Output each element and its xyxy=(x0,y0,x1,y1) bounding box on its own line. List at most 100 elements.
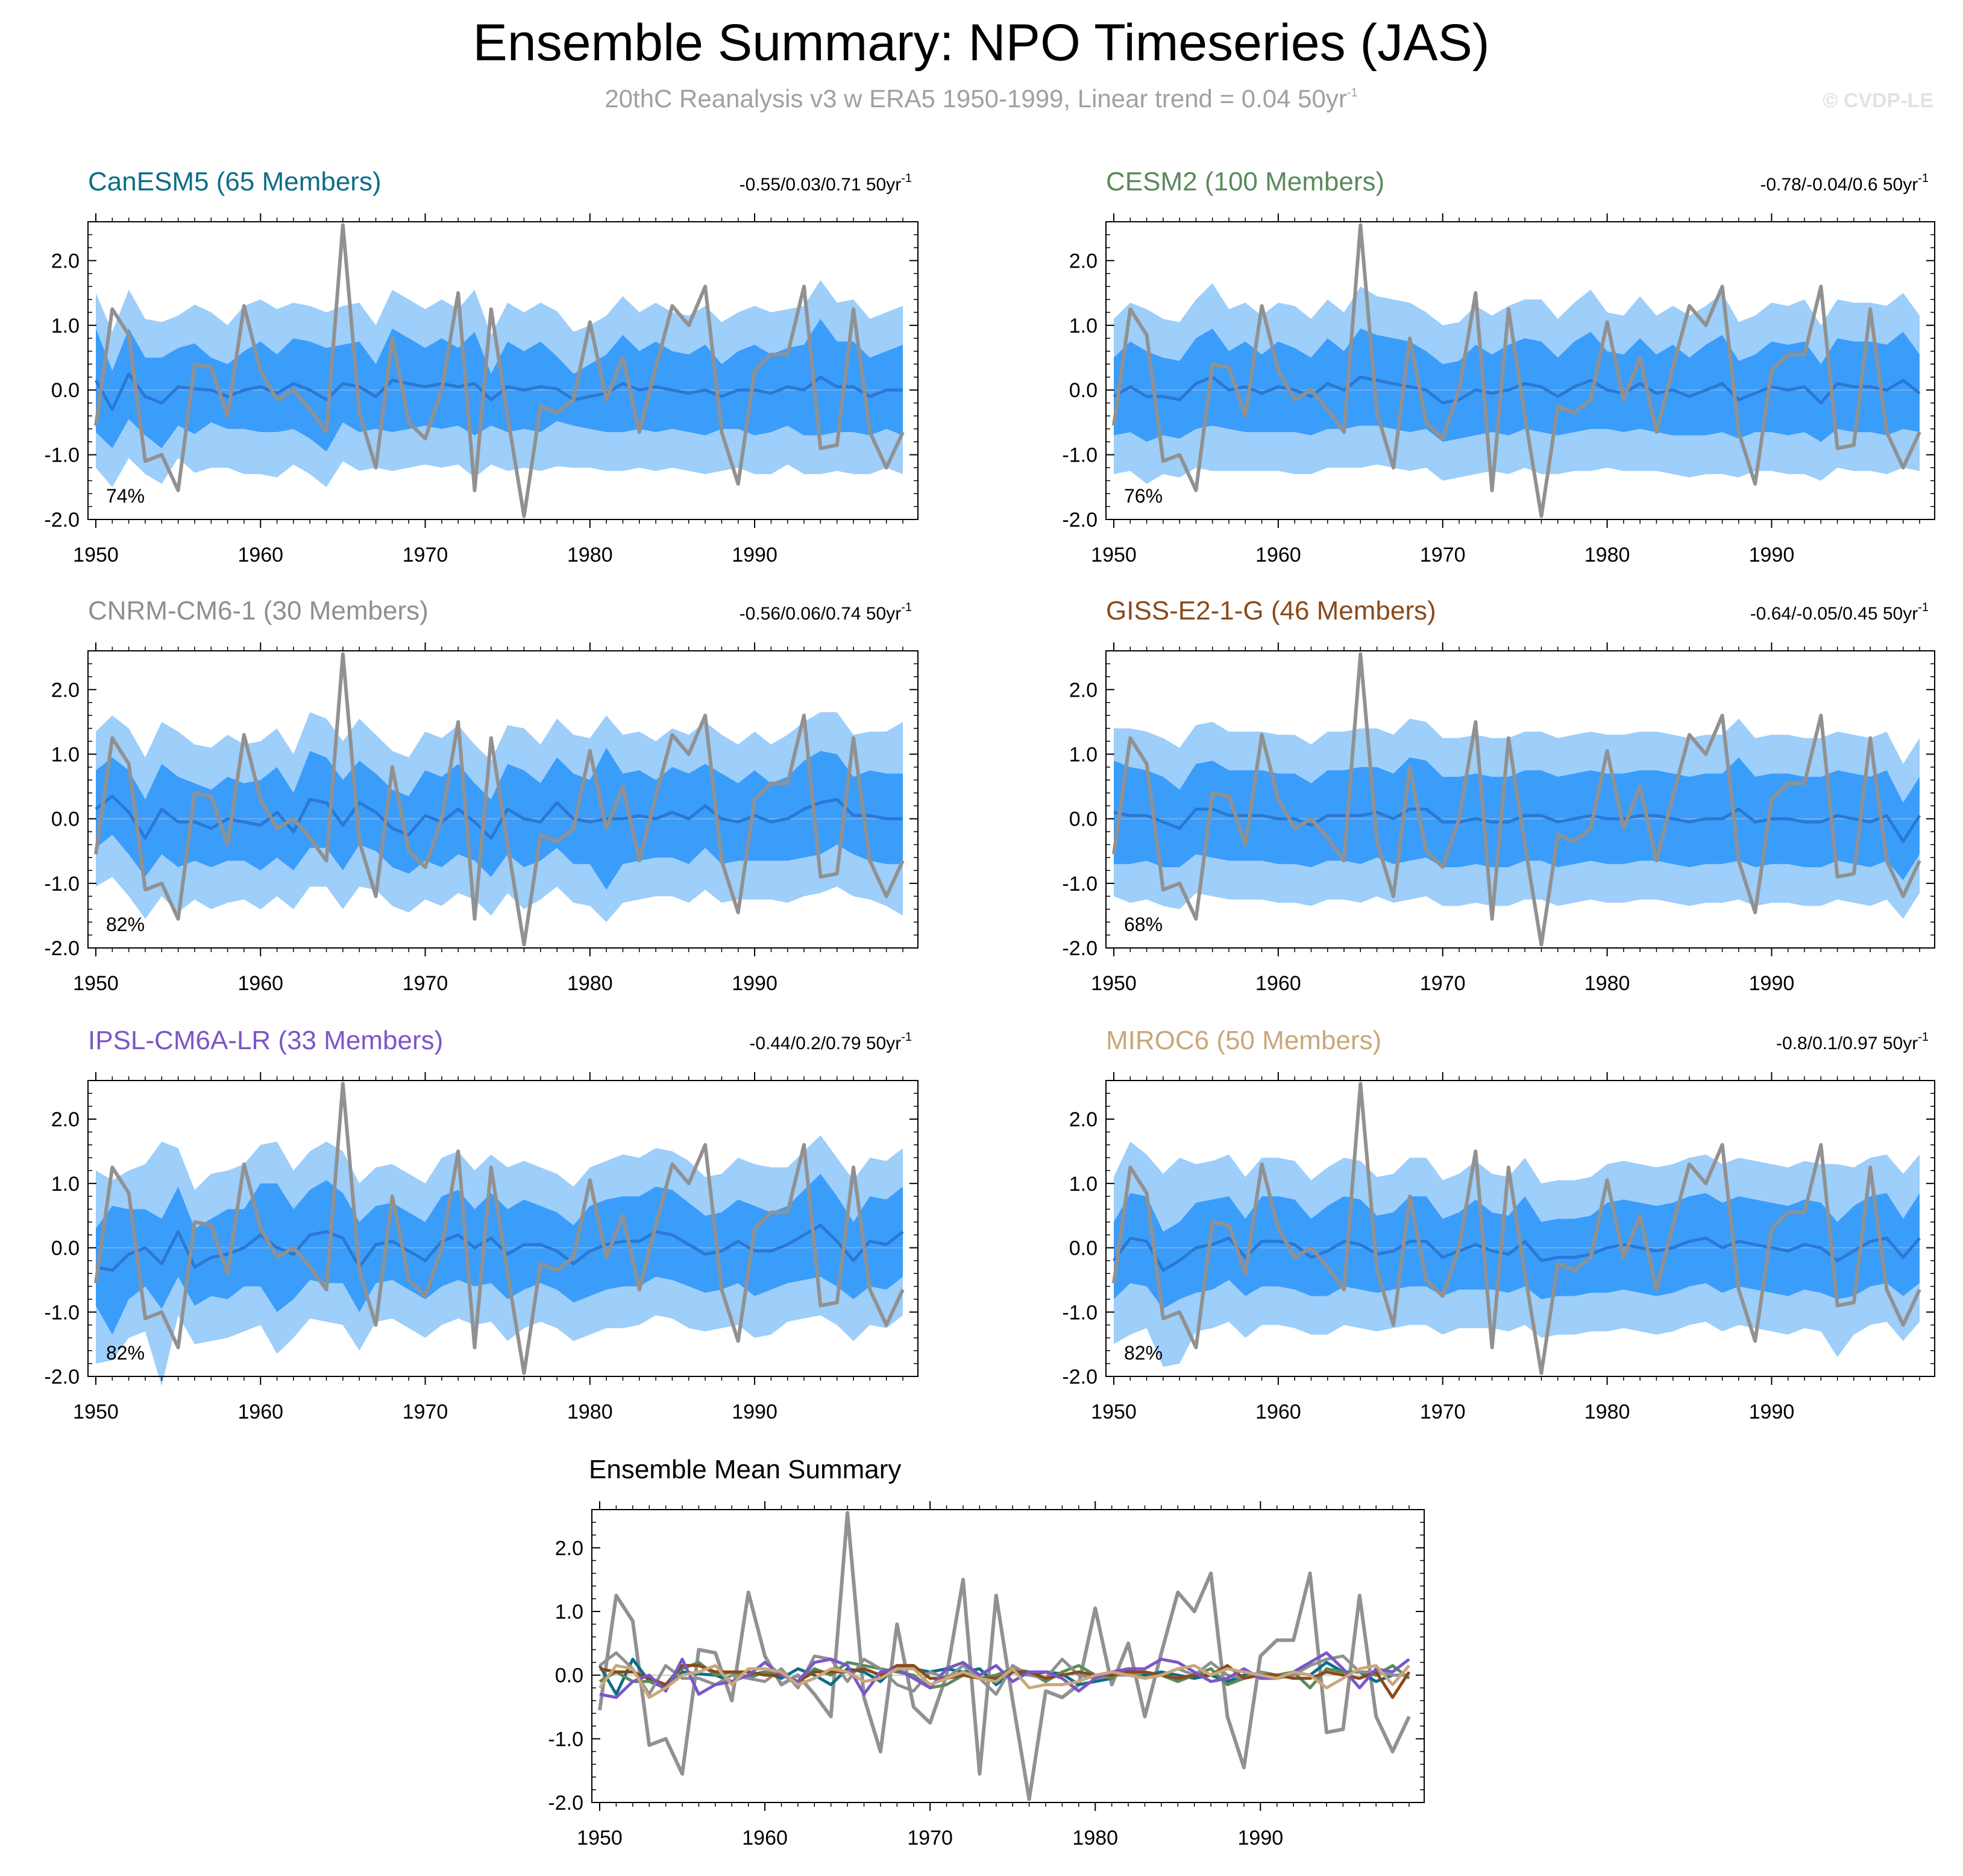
y-tick-label: -1.0 xyxy=(44,873,80,896)
percent-label: 68% xyxy=(1124,914,1163,935)
panel-miroc6: 2.0 1.0 0.0 -1.0 -2.0 1950 1960 1970 1980 1990 MIR… xyxy=(1062,1026,1935,1423)
y-tick-label: 0.0 xyxy=(51,808,80,831)
inner-spread-band xyxy=(96,1173,903,1335)
panel-title: Ensemble Mean Summary xyxy=(589,1455,901,1484)
x-tick-label: 1960 xyxy=(237,544,283,566)
panel-cnrm: 2.0 1.0 0.0 -1.0 -2.0 1950 1960 1970 1980 1990 CNR… xyxy=(44,596,919,995)
inner-spread-band xyxy=(1114,1193,1920,1309)
y-tick-label: 1.0 xyxy=(1069,1173,1098,1196)
y-tick-label: 0.0 xyxy=(1069,379,1098,402)
x-tick-label: 1990 xyxy=(1749,544,1795,566)
panel-title: CESM2 (100 Members) xyxy=(1106,167,1384,196)
observation-line xyxy=(1112,223,1921,518)
y-tick-label: 0.0 xyxy=(51,1237,80,1260)
panel-title: CanESM5 (65 Members) xyxy=(88,167,382,196)
plot-frame xyxy=(1105,221,1935,520)
y-tick-label: -1.0 xyxy=(1062,873,1098,896)
x-tick-label: 1970 xyxy=(403,972,448,995)
x-tick-label: 1990 xyxy=(732,1401,777,1423)
plot-frame xyxy=(87,1080,919,1377)
x-tick-label: 1980 xyxy=(1585,972,1630,995)
y-tick-label: -2.0 xyxy=(1062,1366,1098,1388)
panel-mean-summary: 2.0 1.0 0.0 -1.0 -2.0 1950 1960 1970 1980 1990 Ens… xyxy=(548,1455,1425,1849)
percent-label: 74% xyxy=(106,485,145,507)
x-tick-label: 1960 xyxy=(237,972,283,995)
y-tick-label: 2.0 xyxy=(51,679,80,701)
x-tick-label: 1950 xyxy=(577,1827,623,1849)
y-tick-label: 0.0 xyxy=(1069,1237,1098,1260)
y-tick-label: 1.0 xyxy=(555,1601,583,1623)
y-tick-label: -2.0 xyxy=(548,1792,583,1815)
y-tick-label: 1.0 xyxy=(1069,743,1098,766)
x-tick-label: 1990 xyxy=(1238,1827,1284,1849)
y-tick-label: 0.0 xyxy=(1069,808,1098,831)
observation-line xyxy=(1112,652,1921,947)
panel-trend-stats: -0.8/0.1/0.97 50yr-1 xyxy=(1776,1031,1929,1053)
y-tick-label: 2.0 xyxy=(51,1108,80,1131)
plot-frame xyxy=(87,221,919,520)
x-tick-label: 1960 xyxy=(1255,1401,1301,1423)
y-tick-label: 2.0 xyxy=(555,1537,583,1560)
x-tick-label: 1970 xyxy=(403,1401,448,1423)
x-tick-label: 1990 xyxy=(732,544,777,566)
inner-spread-band xyxy=(1114,328,1920,442)
x-tick-label: 1970 xyxy=(403,544,448,566)
x-tick-label: 1950 xyxy=(73,544,119,566)
panel-title: MIROC6 (50 Members) xyxy=(1106,1026,1381,1055)
panel-ipsl: 2.0 1.0 0.0 -1.0 -2.0 1950 1960 1970 1980 1990 IPS… xyxy=(44,1026,919,1423)
y-tick-label: -1.0 xyxy=(44,444,80,467)
plot-frame xyxy=(1105,1080,1935,1377)
x-tick-label: 1980 xyxy=(567,972,613,995)
panel-trend-stats: -0.78/-0.04/0.6 50yr-1 xyxy=(1760,172,1929,195)
chart-panels: 2.0 1.0 0.0 -1.0 -2.0 1950 1960 1970 1980 1990 Can… xyxy=(44,167,1935,1849)
y-tick-label: -2.0 xyxy=(1062,937,1098,960)
x-tick-label: 1950 xyxy=(1091,544,1137,566)
plot-frame xyxy=(1105,650,1935,949)
percent-label: 82% xyxy=(1124,1342,1163,1364)
y-tick-label: 2.0 xyxy=(1069,679,1098,701)
y-tick-label: -1.0 xyxy=(1062,444,1098,467)
y-tick-label: -2.0 xyxy=(44,509,80,532)
y-tick-label: 1.0 xyxy=(51,743,80,766)
x-tick-label: 1970 xyxy=(1420,972,1466,995)
x-tick-label: 1990 xyxy=(1749,972,1795,995)
x-tick-label: 1960 xyxy=(237,1401,283,1423)
figure-title: Ensemble Summary: NPO Timeseries (JAS) xyxy=(473,14,1490,72)
plot-frame xyxy=(591,1509,1425,1803)
y-tick-label: 1.0 xyxy=(51,315,80,337)
y-tick-label: 2.0 xyxy=(1069,249,1098,272)
y-tick-label: 2.0 xyxy=(51,249,80,272)
panel-trend-stats: -0.56/0.06/0.74 50yr-1 xyxy=(740,601,912,624)
x-tick-label: 1960 xyxy=(1255,544,1301,566)
y-tick-label: -1.0 xyxy=(1062,1301,1098,1324)
panel-title: GISS-E2-1-G (46 Members) xyxy=(1106,596,1436,626)
y-tick-label: -2.0 xyxy=(1062,509,1098,532)
x-tick-label: 1970 xyxy=(907,1827,953,1849)
x-tick-label: 1970 xyxy=(1420,1401,1466,1423)
panel-title: CNRM-CM6-1 (30 Members) xyxy=(88,596,429,626)
plot-frame xyxy=(87,650,919,949)
x-tick-label: 1950 xyxy=(73,1401,119,1423)
x-tick-label: 1950 xyxy=(1091,1401,1137,1423)
panel-canesm5: 2.0 1.0 0.0 -1.0 -2.0 1950 1960 1970 1980 1990 Can… xyxy=(44,167,919,566)
percent-label: 82% xyxy=(106,1342,145,1364)
x-tick-label: 1950 xyxy=(1091,972,1137,995)
y-tick-label: 2.0 xyxy=(1069,1108,1098,1131)
y-tick-label: 0.0 xyxy=(51,379,80,402)
y-tick-label: -1.0 xyxy=(44,1301,80,1324)
x-tick-label: 1980 xyxy=(1585,1401,1630,1423)
percent-label: 76% xyxy=(1124,485,1163,507)
mean-line-miroc6 xyxy=(598,1664,1410,1699)
figure-subtitle: 20thC Reanalysis v3 w ERA5 1950-1999, Li… xyxy=(605,84,1357,113)
panel-trend-stats: -0.44/0.2/0.79 50yr-1 xyxy=(749,1031,912,1053)
panel-giss: 2.0 1.0 0.0 -1.0 -2.0 1950 1960 1970 1980 1990 GIS… xyxy=(1062,596,1935,995)
inner-spread-band xyxy=(96,319,903,452)
x-tick-label: 1970 xyxy=(1420,544,1466,566)
panel-cesm2: 2.0 1.0 0.0 -1.0 -2.0 1950 1960 1970 1980 1990 CES… xyxy=(1062,167,1935,566)
x-tick-label: 1960 xyxy=(742,1827,788,1849)
x-tick-label: 1950 xyxy=(73,972,119,995)
x-tick-label: 1980 xyxy=(1072,1827,1118,1849)
x-tick-label: 1960 xyxy=(1255,972,1301,995)
y-tick-label: 1.0 xyxy=(1069,315,1098,337)
